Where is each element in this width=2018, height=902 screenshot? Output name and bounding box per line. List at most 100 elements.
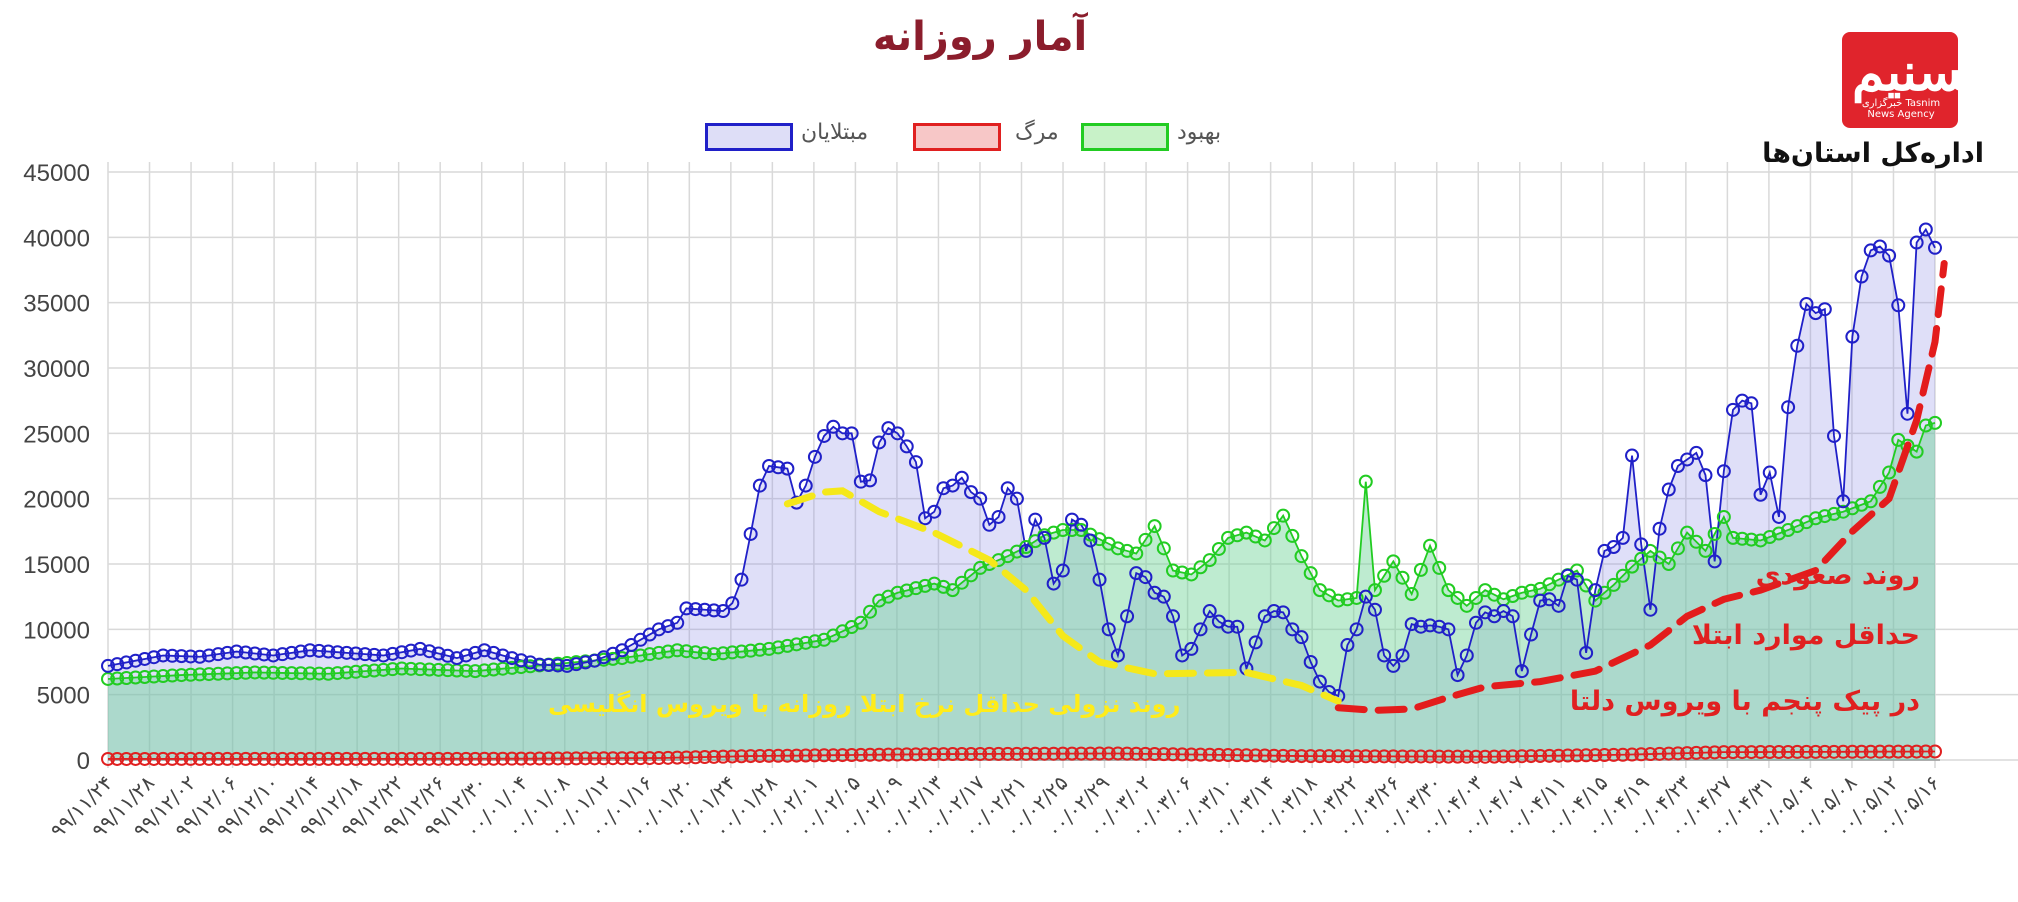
infected-point bbox=[413, 641, 428, 656]
infected-point bbox=[835, 426, 850, 441]
legend-label-infected: مبتلایان bbox=[801, 120, 869, 145]
recovered-point bbox=[1918, 418, 1933, 433]
recovered-point bbox=[1661, 557, 1676, 571]
legend-item-infected[interactable]: مبتلایان bbox=[705, 120, 885, 156]
legend-item-death[interactable]: مرگ bbox=[913, 120, 1063, 156]
recovered-point bbox=[385, 662, 400, 677]
recovered-point bbox=[266, 665, 281, 680]
death-point bbox=[1882, 744, 1897, 759]
legend-item-recovered[interactable]: بهبود bbox=[1081, 120, 1231, 156]
infected-point bbox=[220, 645, 235, 660]
trend-line-red bbox=[1334, 259, 1948, 714]
infected-point bbox=[468, 645, 483, 660]
death-point bbox=[661, 750, 676, 765]
infected-point bbox=[1670, 459, 1685, 473]
trend-lines bbox=[783, 259, 1948, 714]
recovered-point bbox=[1450, 590, 1465, 605]
infected-point bbox=[1726, 402, 1741, 417]
infected-point bbox=[1248, 635, 1263, 650]
death-point bbox=[1110, 746, 1125, 761]
death-point bbox=[293, 751, 308, 766]
recovered-point bbox=[743, 643, 758, 658]
recovered-point bbox=[1138, 532, 1153, 547]
recovered-point bbox=[459, 663, 474, 678]
death-point bbox=[1028, 746, 1043, 761]
infected-point bbox=[1184, 641, 1199, 656]
death-point bbox=[1358, 749, 1373, 764]
death-point bbox=[936, 747, 951, 762]
infected-point bbox=[734, 572, 749, 587]
infected-point bbox=[1744, 396, 1759, 411]
death-point bbox=[1634, 747, 1649, 762]
death-point bbox=[1404, 749, 1419, 764]
death-point bbox=[1101, 746, 1116, 761]
death-point bbox=[1707, 745, 1722, 760]
recovered-point bbox=[468, 664, 483, 679]
recovered-point bbox=[1202, 553, 1217, 568]
recovered-point bbox=[137, 670, 152, 685]
death-point bbox=[146, 751, 161, 766]
infected-point bbox=[1900, 406, 1915, 421]
infected-point bbox=[1643, 602, 1658, 617]
infected-point bbox=[1698, 468, 1713, 483]
death-point bbox=[1560, 748, 1575, 763]
infected-point bbox=[266, 648, 281, 663]
death-point bbox=[1542, 748, 1557, 763]
recovered-point bbox=[807, 634, 822, 649]
infected-point bbox=[771, 460, 786, 475]
death-point bbox=[991, 746, 1006, 761]
infected-point bbox=[312, 643, 327, 658]
death-point bbox=[1221, 748, 1236, 763]
infected-point bbox=[826, 419, 841, 434]
infected-point bbox=[1615, 530, 1630, 545]
infected-point bbox=[1918, 222, 1933, 237]
death-point bbox=[1661, 746, 1676, 761]
death-point bbox=[1615, 747, 1630, 762]
recovered-point bbox=[1358, 474, 1373, 489]
infected-point bbox=[229, 644, 244, 659]
y-tick-label: 40000 bbox=[23, 225, 90, 252]
infected-point bbox=[183, 649, 198, 664]
death-point bbox=[459, 751, 474, 766]
death-point bbox=[1184, 747, 1199, 762]
death-point bbox=[1524, 749, 1539, 764]
death-point bbox=[1579, 748, 1594, 763]
death-point bbox=[789, 748, 804, 763]
death-point bbox=[165, 751, 180, 766]
infected-point bbox=[1533, 593, 1548, 608]
infected-point bbox=[504, 651, 519, 666]
x-axis-labels: ۹۹/۱۱/۲۴۹۹/۱۱/۲۸۹۹/۱۲/۰۲۹۹/۱۲/۰۶۹۹/۱۲/۱۰… bbox=[45, 770, 1944, 842]
infected-point bbox=[1781, 400, 1796, 415]
infected-point bbox=[201, 648, 216, 663]
recovered-point bbox=[192, 667, 207, 682]
recovered-point bbox=[376, 662, 391, 677]
death-point bbox=[1248, 748, 1263, 763]
infected-point bbox=[1340, 638, 1355, 653]
death-point bbox=[284, 751, 299, 766]
recovered-point bbox=[670, 643, 685, 658]
death-point bbox=[560, 751, 575, 766]
infected-point bbox=[156, 648, 171, 663]
infected-point bbox=[863, 473, 878, 488]
recovered-point bbox=[238, 665, 253, 680]
death-point bbox=[872, 747, 887, 762]
infected-point bbox=[670, 615, 685, 630]
y-tick-label: 45000 bbox=[23, 160, 90, 187]
recovered-point bbox=[642, 647, 657, 662]
recovered-point bbox=[1845, 501, 1860, 516]
recovered-point bbox=[1423, 538, 1438, 553]
recovered-point bbox=[220, 666, 235, 681]
recovered-point bbox=[927, 576, 942, 591]
recovered-point bbox=[752, 642, 767, 657]
death-point bbox=[835, 748, 850, 763]
recovered-point bbox=[1331, 593, 1346, 608]
infected-point bbox=[128, 653, 143, 668]
death-point bbox=[110, 751, 125, 766]
infected-point bbox=[1193, 622, 1208, 637]
recovered-point bbox=[1615, 568, 1630, 583]
infected-point bbox=[101, 658, 115, 673]
recovered-point bbox=[1266, 521, 1281, 536]
death-point bbox=[918, 747, 933, 762]
infected-point bbox=[578, 655, 593, 670]
death-point bbox=[101, 751, 115, 766]
